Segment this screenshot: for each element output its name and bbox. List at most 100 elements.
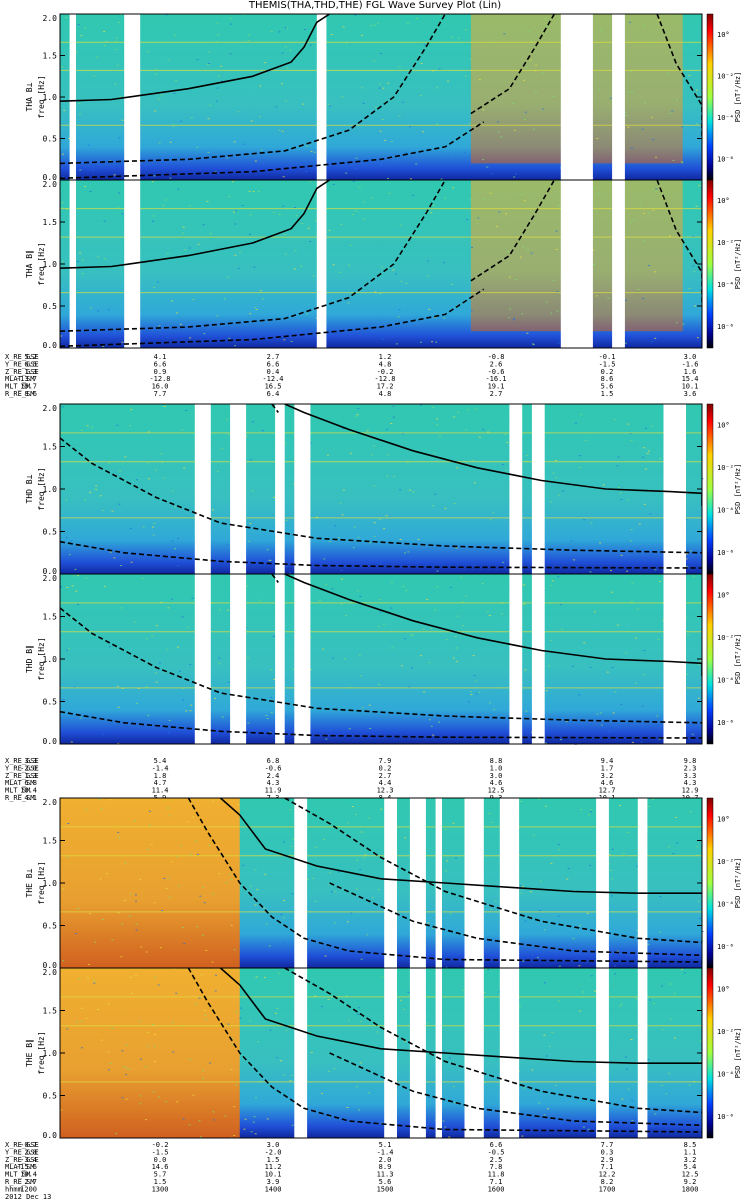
speckle — [264, 873, 267, 875]
speckle — [478, 691, 481, 693]
panel-label: THD B⊥ — [25, 474, 34, 503]
speckle — [230, 924, 233, 926]
speckle — [174, 548, 176, 550]
speckle — [382, 338, 384, 340]
speckle — [154, 68, 157, 70]
speckle — [619, 1005, 622, 1007]
speckle — [599, 29, 602, 31]
speckle — [552, 279, 555, 281]
data-gap — [464, 798, 484, 968]
orbit-row-name: R_RE_SM — [5, 794, 35, 802]
speckle — [106, 873, 109, 875]
speckle — [284, 715, 287, 717]
speckle — [415, 163, 418, 165]
data-gap — [464, 968, 484, 1138]
speckle — [565, 721, 568, 723]
gyrofrequency-curve — [284, 404, 702, 506]
speckle — [182, 1118, 185, 1120]
speckle — [538, 798, 541, 800]
speckle — [249, 523, 252, 524]
speckle — [207, 151, 210, 153]
speckle — [644, 102, 647, 104]
speckle — [264, 977, 266, 979]
orbit-value: 9.2 — [684, 1178, 697, 1186]
speckle — [309, 241, 312, 242]
speckle — [651, 189, 654, 191]
speckle — [229, 18, 232, 20]
speckle — [524, 920, 527, 922]
speckle — [557, 204, 560, 206]
orbit-value: 4.8 — [379, 390, 392, 398]
speckle — [62, 176, 65, 178]
colorbar-tick-label: 10⁻⁶ — [717, 943, 734, 951]
speckle — [148, 824, 151, 826]
speckle — [586, 912, 589, 914]
speckle — [163, 406, 166, 407]
speckle — [203, 333, 206, 335]
speckle — [519, 256, 522, 258]
speckle — [692, 265, 695, 267]
orbit-value: -0.7 — [20, 1141, 37, 1149]
speckle — [360, 958, 363, 960]
speckle — [163, 877, 166, 879]
speckle — [281, 130, 284, 132]
y-tick-label: 0.5 — [43, 698, 58, 707]
speckle — [464, 29, 467, 31]
speckle — [151, 1024, 154, 1025]
speckle — [387, 178, 389, 179]
y-tick-label: 0.5 — [43, 528, 58, 537]
speckle — [323, 838, 325, 840]
speckle — [699, 1060, 702, 1062]
speckle — [378, 83, 381, 85]
speckle — [254, 904, 257, 906]
speckle — [505, 213, 507, 215]
speckle — [488, 702, 491, 704]
speckle — [655, 190, 657, 192]
speckle — [412, 491, 415, 493]
data-gap — [409, 968, 426, 1138]
speckle — [158, 142, 161, 144]
speckle — [629, 540, 632, 542]
speckle — [252, 421, 254, 423]
speckle — [285, 566, 288, 568]
speckle — [176, 312, 179, 314]
speckle — [314, 220, 317, 222]
orbit-value: 1.5 — [267, 1156, 280, 1164]
speckle — [269, 560, 272, 561]
colorbar-gradient — [706, 403, 714, 575]
speckle — [381, 976, 384, 978]
speckle — [599, 542, 602, 544]
speckle — [223, 298, 226, 300]
speckle — [518, 1005, 521, 1007]
speckle — [398, 309, 401, 311]
speckle — [331, 588, 334, 590]
speckle — [226, 157, 229, 159]
speckle — [199, 895, 202, 897]
speckle — [681, 162, 684, 164]
speckle — [237, 804, 240, 806]
speckle — [432, 204, 435, 206]
speckle — [342, 428, 345, 429]
data-gap — [230, 574, 247, 744]
model-curves — [60, 574, 702, 739]
speckle — [153, 902, 156, 904]
speckle — [625, 1123, 627, 1125]
speckle — [175, 992, 178, 994]
speckle — [474, 408, 477, 410]
speckle — [212, 893, 215, 895]
orbit-value: 16.5 — [265, 383, 282, 391]
speckle — [87, 144, 90, 146]
speckle — [325, 738, 328, 740]
speckle — [643, 447, 646, 449]
data-gap — [194, 574, 211, 744]
y-axis-labels: THD B⊥ freq [Hz] — [25, 467, 46, 510]
speckle — [642, 674, 645, 676]
speckle — [172, 125, 175, 127]
speckle — [212, 800, 215, 802]
speckle — [243, 1128, 246, 1130]
speckle — [551, 1031, 554, 1033]
model-curves — [60, 404, 702, 569]
speckle — [486, 166, 489, 168]
